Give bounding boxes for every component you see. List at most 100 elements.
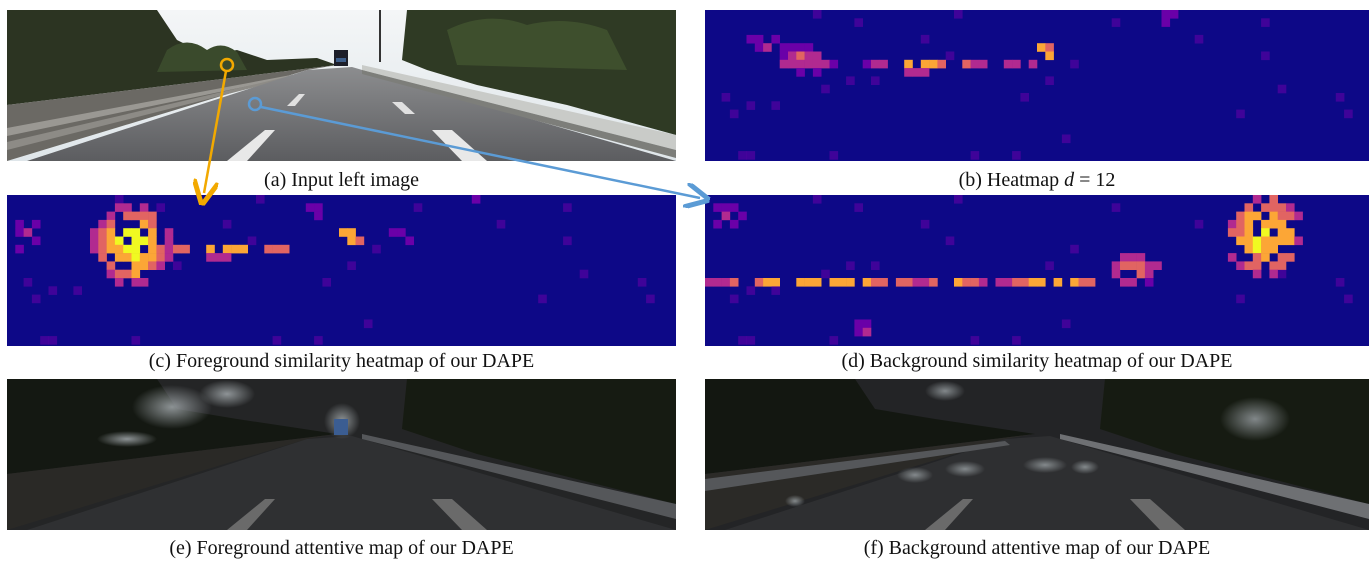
background-attentive-map	[705, 379, 1369, 530]
heatmap-d12-cell	[729, 109, 739, 119]
background-heatmap-cell	[1128, 253, 1137, 262]
background-heatmap-cell	[970, 278, 980, 287]
caption-a: (a) Input left image	[264, 169, 419, 191]
foreground-heatmap-cell	[355, 236, 365, 246]
heatmap-d12-cell	[788, 43, 797, 52]
foreground-heatmap-cell	[114, 244, 124, 254]
heatmap-d12-cell	[970, 151, 980, 160]
background-heatmap-cell	[729, 203, 739, 212]
foreground-heatmap-cell	[131, 253, 141, 262]
background-heatmap-cell	[1028, 278, 1038, 287]
background-heatmap-cell	[1294, 211, 1303, 221]
background-heatmap-cell	[854, 327, 863, 337]
background-heatmap-cell	[1252, 261, 1262, 270]
foreground-heatmap-cell	[164, 244, 174, 254]
foreground-similarity-heatmap	[7, 195, 676, 346]
heatmap-d12-cell	[754, 43, 764, 52]
background-heatmap-cell	[1261, 219, 1270, 229]
background-heatmap-cell	[1269, 195, 1278, 204]
background-heatmap-cell	[1286, 211, 1295, 221]
heatmap-d12-cell	[862, 59, 872, 69]
heatmap-d12-cell	[796, 68, 805, 77]
foreground-heatmap-cell	[214, 253, 224, 262]
foreground-heatmap-cell	[106, 211, 116, 221]
background-heatmap-cell	[746, 336, 756, 345]
foreground-heatmap-cell	[579, 269, 589, 279]
background-heatmap-cell	[1128, 261, 1137, 270]
background-heatmap-cell	[1344, 294, 1353, 304]
heatmap-d12-cell	[788, 51, 797, 61]
heatmap-d12	[705, 10, 1369, 161]
foreground-heatmap-cell	[131, 244, 141, 254]
heatmap-d12-cell	[746, 151, 756, 160]
input-left-image	[7, 10, 676, 161]
background-heatmap-cell	[854, 203, 863, 212]
background-heatmap-cell	[1261, 236, 1270, 246]
background-heatmap-cell	[1078, 278, 1088, 287]
foreground-heatmap-cell	[148, 253, 157, 262]
background-heatmap-cell	[1269, 211, 1278, 221]
foreground-heatmap-cell	[164, 236, 174, 246]
background-heatmap-cell	[912, 278, 922, 287]
heatmap-d12-cell	[1194, 34, 1204, 44]
foreground-heatmap-cell	[90, 236, 99, 246]
background-heatmap-cell	[1252, 244, 1262, 254]
background-heatmap-cell	[1269, 244, 1278, 254]
foreground-heatmap-cell	[646, 294, 655, 304]
foreground-heatmap-cell	[139, 261, 149, 270]
heatmap-d12-cell	[846, 76, 855, 85]
caption-f: (f) Background attentive map of our DAPE	[863, 537, 1211, 559]
background-heatmap-cell	[1252, 253, 1262, 262]
background-heatmap-cell	[1277, 269, 1287, 279]
foreground-heatmap-cell	[471, 195, 481, 204]
heatmap-d12-cell	[978, 59, 988, 69]
background-heatmap-cell	[1286, 203, 1295, 212]
background-heatmap-cell	[721, 203, 731, 212]
background-heatmap-cell	[920, 278, 930, 287]
background-heatmap-cell	[1236, 219, 1245, 229]
background-heatmap-cell	[1111, 261, 1121, 270]
heatmap-d12-cell	[779, 43, 789, 52]
foreground-heatmap-cell	[131, 269, 141, 279]
foreground-heatmap-cell	[139, 278, 149, 287]
heatmap-d12-cell	[871, 76, 880, 85]
foreground-heatmap-cell	[272, 336, 282, 345]
background-heatmap-cell	[1261, 244, 1270, 254]
background-heatmap-cell	[1045, 261, 1054, 270]
foreground-heatmap-cell	[156, 244, 165, 254]
foreground-heatmap-cell	[222, 219, 232, 229]
background-heatmap-cell	[729, 294, 739, 304]
heatmap-d12-cell	[945, 51, 955, 61]
foreground-heatmap-cell	[15, 228, 24, 237]
heatmap-d12-cell	[912, 68, 922, 77]
background-heatmap-cell	[1120, 261, 1129, 270]
heatmap-d12-cell	[920, 34, 930, 44]
foreground-heatmap-cell	[114, 236, 124, 246]
foreground-heatmap-cell	[48, 336, 58, 345]
foreground-heatmap-cell	[496, 219, 506, 229]
foreground-heatmap-cell	[314, 336, 323, 345]
foreground-heatmap-cell	[206, 244, 215, 254]
background-heatmap-cell	[1236, 228, 1245, 237]
background-heatmap-cell	[1070, 244, 1079, 254]
caption-e: (e) Foreground attentive map of our DAPE	[169, 537, 514, 559]
foreground-heatmap-cell	[90, 244, 99, 254]
foreground-heatmap-cell	[31, 219, 41, 229]
heatmap-d12-cell	[812, 10, 822, 19]
heatmap-d12-cell	[1161, 10, 1171, 19]
foreground-heatmap-cell	[23, 228, 33, 237]
background-heatmap-cell	[862, 327, 872, 337]
heatmap-d12-cell	[871, 59, 880, 69]
foreground-heatmap-cell	[148, 261, 157, 270]
heatmap-d12-cell	[746, 101, 756, 110]
background-heatmap-cell	[1086, 278, 1096, 287]
foreground-heatmap-cell	[563, 236, 572, 246]
foreground-heatmap-cell	[231, 244, 240, 254]
caption-b: (b) Heatmap d = 12	[705, 169, 1369, 191]
foreground-heatmap-cell	[164, 253, 174, 262]
background-heatmap-cell	[1111, 269, 1121, 279]
foreground-heatmap-cell	[131, 236, 141, 246]
background-heatmap-cell	[954, 195, 963, 204]
foreground-heatmap-cell	[114, 253, 124, 262]
heatmap-d12-cell	[1028, 59, 1038, 69]
